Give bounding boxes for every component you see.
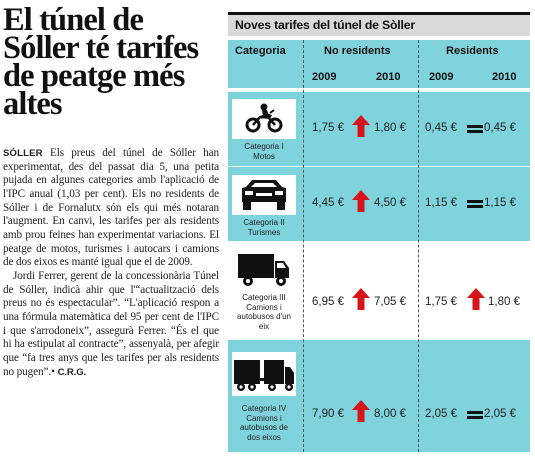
- infographic-title-bar: Noves tarifes del túnel de Sòller: [228, 12, 530, 36]
- article-paragraph-1-text: Els preus del túnel de Sóller han experi…: [3, 147, 219, 269]
- increase-arrow-icon: [467, 288, 485, 310]
- article-paragraph-2-text: Jordi Ferrer, gerent de la concessionàri…: [3, 269, 219, 378]
- no-change-equal-icon: [467, 124, 483, 134]
- header-r-year-2010: 2010: [492, 71, 517, 83]
- category-1-label: Categoria I Motos: [244, 142, 284, 161]
- article-headline: El túnel de Sóller té tarifes de peatge …: [3, 2, 199, 122]
- header-nr-year-2010: 2010: [376, 71, 401, 83]
- article-paragraph-1: SÓLLER Els preus del túnel de Sóller han…: [3, 147, 219, 270]
- cat4-nr-2010: 8,00 €: [374, 408, 406, 420]
- article-dateline: SÓLLER: [3, 148, 43, 159]
- column-divider: [418, 40, 419, 452]
- category-4-label: Categoria IV Camions i autobusos de dos …: [239, 404, 289, 442]
- header-category: Categoria: [235, 45, 286, 57]
- table-row-category-3: Categoria III Camions i autobusos d'un e…: [228, 243, 530, 339]
- cat1-nr-2010: 1,80 €: [374, 122, 406, 134]
- motorcycle-icon: [245, 103, 283, 133]
- cat3-nr-2009: 6,95 €: [312, 296, 344, 308]
- category-1-icon-box: [232, 99, 296, 139]
- table-row-category-2: Categoria II Turismes 4,45 € 4,50 € 1,15…: [228, 167, 530, 241]
- category-3-icon-box: [232, 249, 296, 289]
- header-residents: Residents: [446, 45, 499, 57]
- article: El túnel de Sóller té tarifes de peatge …: [3, 2, 219, 454]
- table-row-category-4: Categoria IV Camions i autobusos de dos …: [228, 340, 530, 452]
- category-2-icon-box: [232, 175, 296, 215]
- no-change-equal-icon: [467, 410, 483, 420]
- cat2-nr-2010: 4,50 €: [374, 197, 406, 209]
- category-3-label: Categoria III Camions i autobusos d'un e…: [236, 293, 291, 331]
- truck-trailer-icon: [234, 360, 294, 391]
- car-icon: [242, 180, 286, 210]
- cat3-r-2010: 1,80 €: [488, 296, 520, 308]
- article-byline-prefix: •: [51, 365, 58, 378]
- header-r-year-2009: 2009: [429, 71, 454, 83]
- category-2-label: Categoria II Turismes: [243, 218, 285, 237]
- increase-arrow-icon: [352, 115, 370, 137]
- table-row-category-1: Categoria I Motos 1,75 € 1,80 € 0,45 € 0…: [228, 92, 530, 166]
- column-divider: [303, 40, 304, 452]
- header-non-residents: No residents: [324, 45, 391, 57]
- cat1-r-2010: 0,45 €: [484, 122, 516, 134]
- article-paragraph-2: Jordi Ferrer, gerent de la concessionàri…: [3, 270, 219, 379]
- article-body: SÓLLER Els preus del túnel de Sóller han…: [3, 147, 219, 379]
- article-byline: C.R.G.: [57, 366, 87, 378]
- cat2-r-2009: 1,15 €: [425, 197, 457, 209]
- table-header: Categoria No residents Residents 2009 20…: [228, 40, 530, 88]
- cat2-nr-2009: 4,45 €: [312, 197, 344, 209]
- increase-arrow-icon: [352, 400, 370, 422]
- cat1-nr-2009: 1,75 €: [312, 122, 344, 134]
- infographic-title: Noves tarifes del túnel de Sòller: [235, 18, 415, 32]
- increase-arrow-icon: [352, 190, 370, 212]
- cat4-nr-2009: 7,90 €: [312, 408, 344, 420]
- increase-arrow-icon: [352, 288, 370, 310]
- header-nr-year-2009: 2009: [312, 71, 337, 83]
- cat2-r-2010: 1,15 €: [484, 197, 516, 209]
- cat3-r-2009: 1,75 €: [425, 296, 457, 308]
- cat4-r-2010: 2,05 €: [484, 408, 516, 420]
- cat1-r-2009: 0,45 €: [425, 122, 457, 134]
- category-4-icon-box: [232, 352, 296, 396]
- cat4-r-2009: 2,05 €: [425, 408, 457, 420]
- tariff-infographic: Noves tarifes del túnel de Sòller Catego…: [228, 12, 530, 452]
- no-change-equal-icon: [467, 199, 483, 209]
- truck-icon: [238, 254, 289, 286]
- cat3-nr-2010: 7,05 €: [374, 296, 406, 308]
